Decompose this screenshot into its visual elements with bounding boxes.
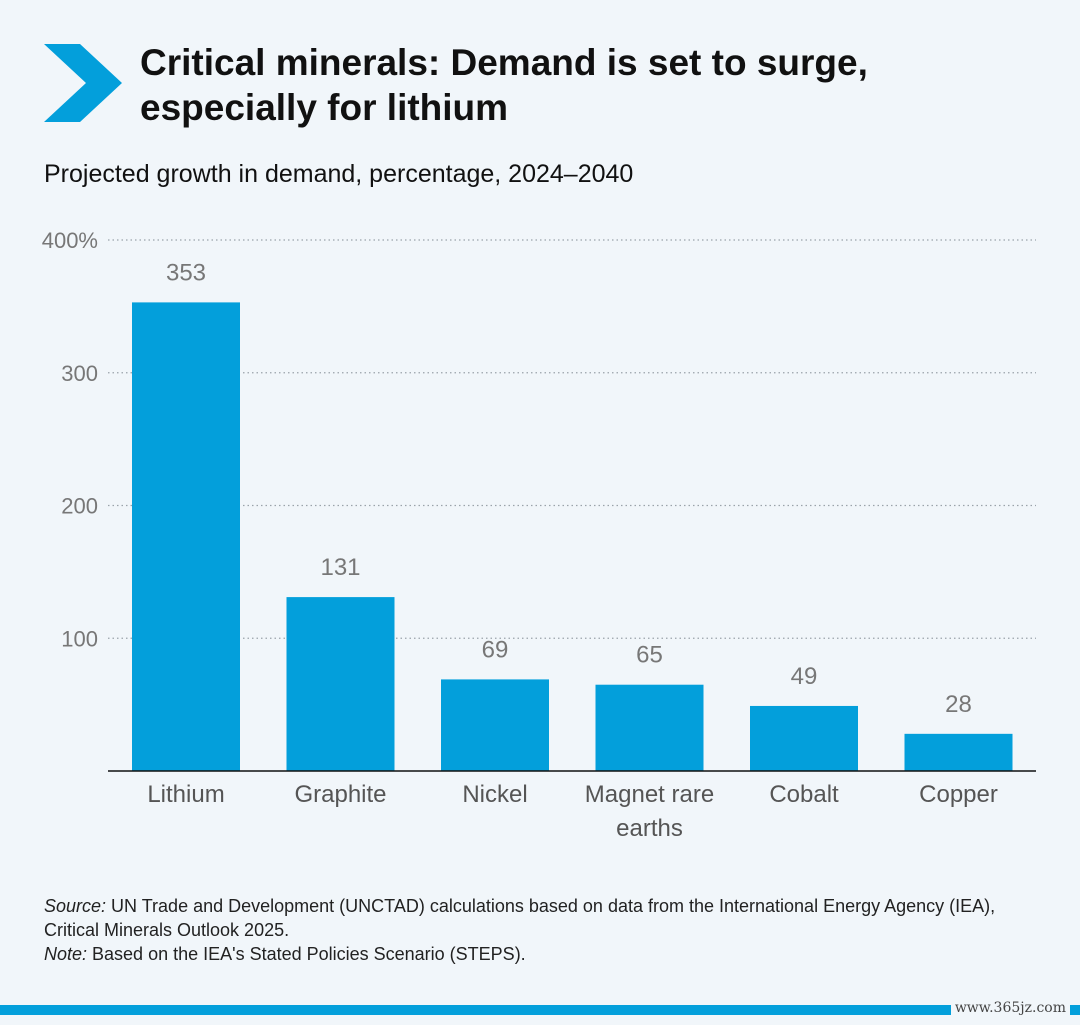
data-label: 65 bbox=[636, 642, 663, 669]
bar-chart: 100 200 300 400% 353 Lithium 131 Graphite 69 Nick… bbox=[42, 228, 1036, 842]
data-label: 69 bbox=[482, 636, 509, 663]
data-label: 28 bbox=[945, 691, 972, 718]
note-line: Note: Based on the IEA's Stated Policies… bbox=[44, 942, 1044, 966]
data-label: 353 bbox=[166, 259, 206, 286]
source-line: Source: UN Trade and Development (UNCTAD… bbox=[44, 894, 1044, 942]
x-tick-label: Graphite bbox=[294, 781, 386, 808]
x-tick-label: Magnet rare bbox=[585, 781, 714, 808]
footer: Source: UN Trade and Development (UNCTAD… bbox=[44, 894, 1044, 966]
data-label: 131 bbox=[320, 554, 360, 581]
x-tick-label: Cobalt bbox=[769, 781, 839, 808]
y-tick-label: 400% bbox=[42, 228, 98, 253]
source-text: UN Trade and Development (UNCTAD) calcul… bbox=[44, 896, 996, 940]
y-tick-label: 100 bbox=[61, 626, 98, 651]
x-tick-label: Nickel bbox=[462, 781, 527, 808]
bar bbox=[595, 684, 704, 771]
note-label: Note: bbox=[44, 944, 88, 964]
watermark: www.365jz.com bbox=[950, 1000, 1070, 1016]
chart-subtitle: Projected growth in demand, percentage, … bbox=[44, 160, 634, 188]
bar bbox=[750, 705, 858, 771]
data-label: 49 bbox=[791, 663, 818, 690]
note-text: Based on the IEA's Stated Policies Scena… bbox=[87, 944, 526, 964]
x-tick-label: Copper bbox=[919, 781, 998, 808]
y-tick-label: 200 bbox=[61, 494, 98, 519]
y-tick-label: 300 bbox=[61, 361, 98, 386]
x-tick-label: Lithium bbox=[147, 781, 224, 808]
bar bbox=[441, 679, 549, 771]
chart-title: Critical minerals: Demand is set to surg… bbox=[140, 40, 1040, 130]
bar bbox=[132, 302, 240, 771]
source-label: Source: bbox=[44, 896, 107, 916]
title-line-1: Critical minerals: Demand is set to surg… bbox=[140, 42, 868, 83]
bottom-accent-bar bbox=[0, 1005, 1080, 1015]
title-line-2: especially for lithium bbox=[140, 87, 509, 128]
bar bbox=[286, 597, 395, 771]
bar bbox=[904, 733, 1013, 771]
chevron-right-icon bbox=[44, 44, 122, 122]
x-tick-label: earths bbox=[616, 815, 683, 842]
